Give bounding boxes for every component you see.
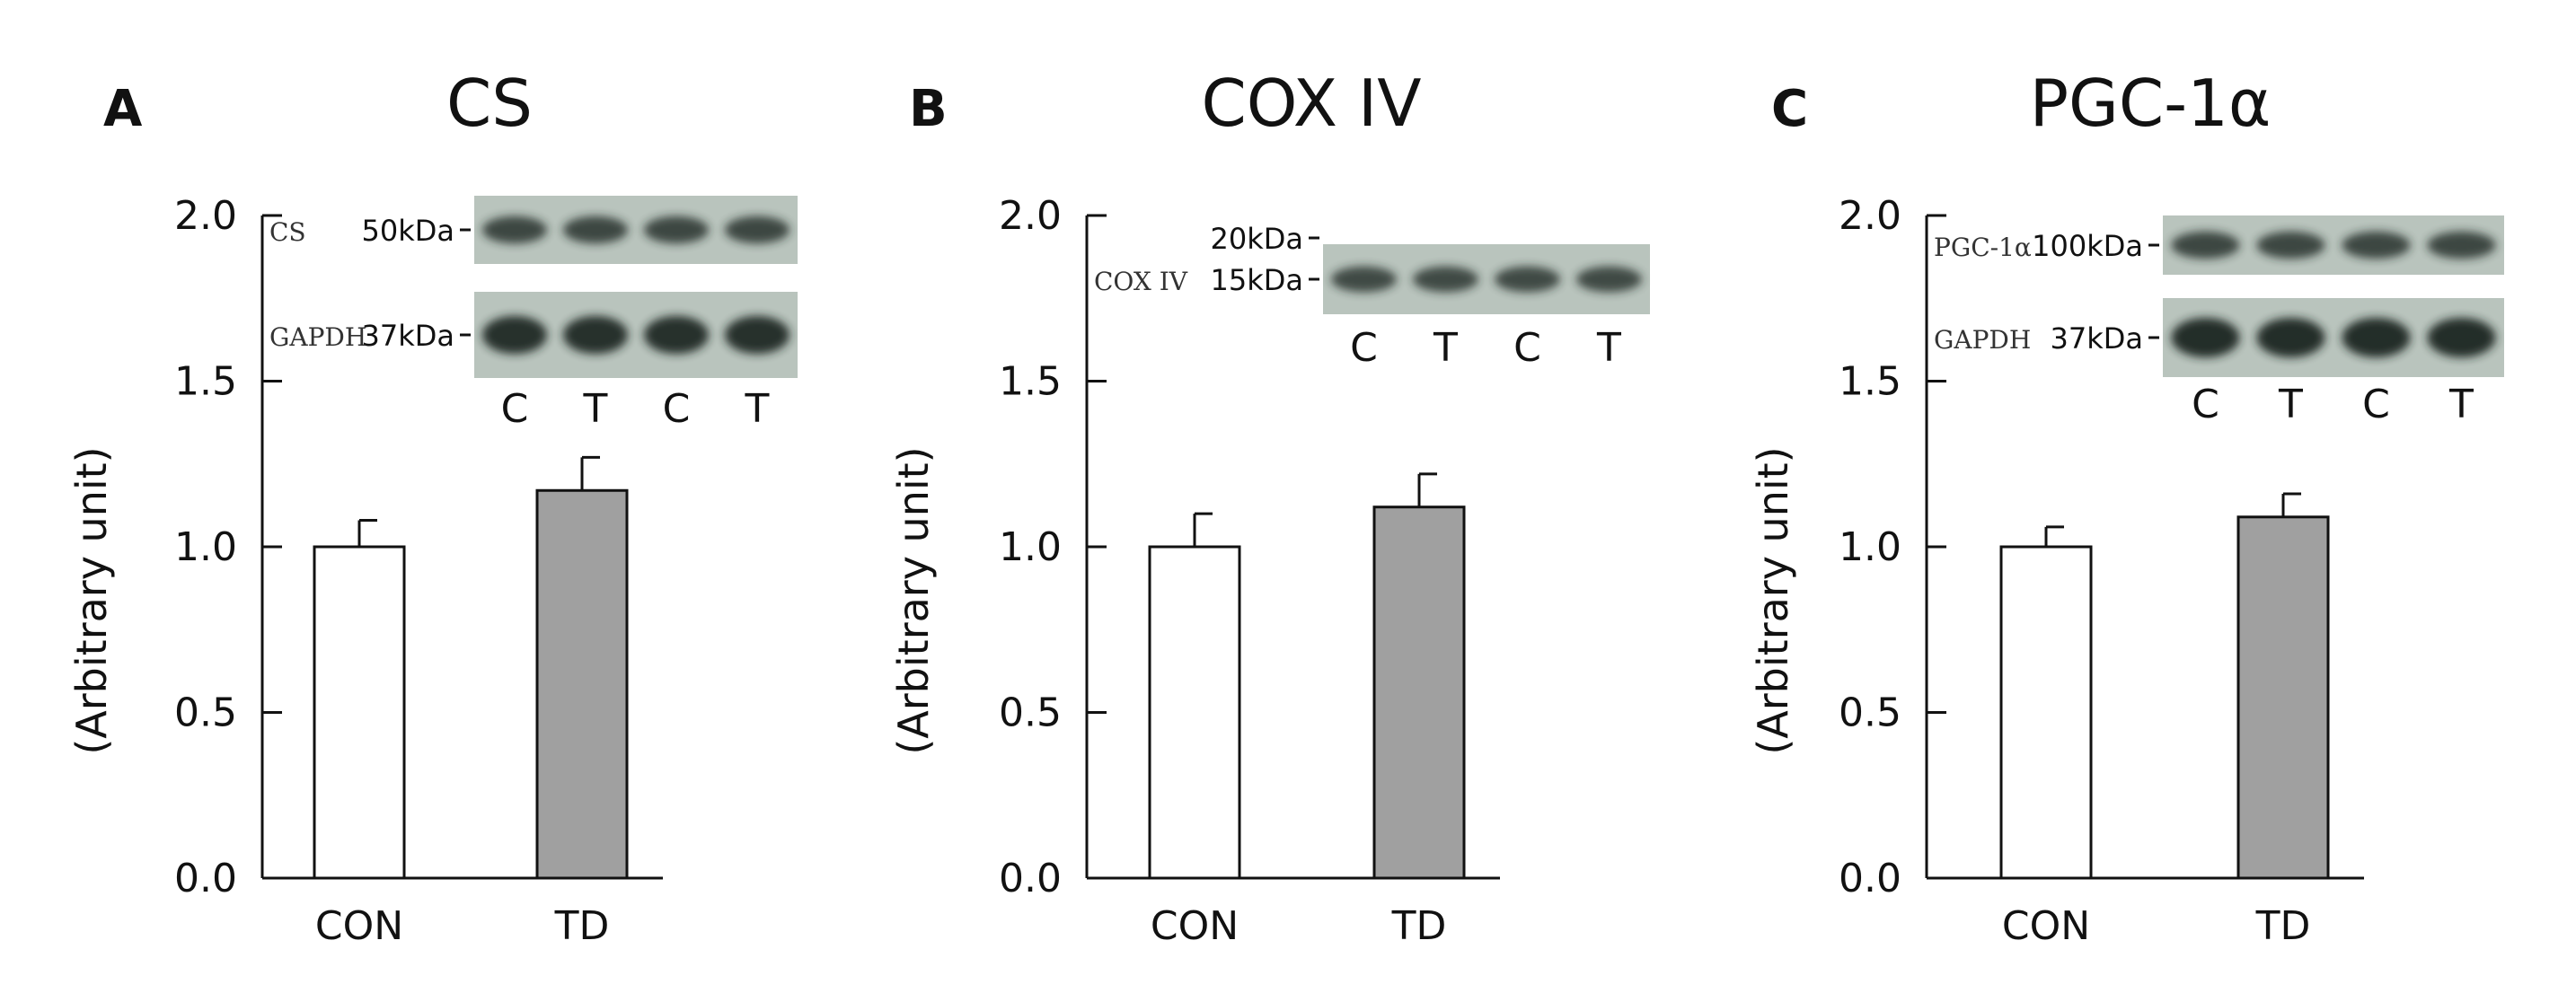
blot-band bbox=[2342, 231, 2411, 259]
blot-band bbox=[2427, 318, 2496, 357]
blot-band bbox=[1413, 266, 1478, 293]
bar-td bbox=[1372, 505, 1466, 880]
blot-band bbox=[482, 215, 547, 244]
y-tick-label: 0.0 bbox=[999, 856, 1062, 901]
lane-label: C bbox=[663, 386, 691, 432]
lane-label: T bbox=[1433, 325, 1458, 371]
bar-con bbox=[1999, 545, 2093, 880]
y-tick-label: 0.0 bbox=[1839, 856, 1901, 901]
y-tick-label: 2.0 bbox=[174, 193, 237, 239]
marker-label: 15kDa bbox=[1211, 263, 1304, 297]
y-tick-label: 1.5 bbox=[174, 359, 237, 405]
category-label: TD bbox=[1391, 903, 1447, 949]
blot-band bbox=[563, 315, 628, 355]
bar-con bbox=[1148, 545, 1241, 880]
y-tick-label: 0.5 bbox=[1839, 690, 1901, 736]
category-label: CON bbox=[315, 903, 403, 949]
y-tick-label: 2.0 bbox=[1839, 193, 1901, 239]
marker-label: 20kDa bbox=[1211, 222, 1304, 256]
panel-title: COX IV bbox=[1201, 66, 1421, 141]
y-tick-label: 0.0 bbox=[174, 856, 237, 901]
panel-title: CS bbox=[446, 66, 533, 141]
marker-label: 50kDa bbox=[362, 214, 455, 248]
blot-band bbox=[1331, 266, 1397, 293]
blot-band bbox=[1576, 266, 1642, 293]
panel-letter: B bbox=[909, 80, 948, 138]
y-tick-label: 1.0 bbox=[999, 524, 1062, 570]
blot-band bbox=[725, 315, 790, 355]
blot-band bbox=[644, 315, 709, 355]
marker-label: 100kDa bbox=[2032, 229, 2143, 263]
lane-label: C bbox=[1513, 325, 1541, 371]
bar-td bbox=[2236, 515, 2330, 880]
blot-band bbox=[2342, 318, 2411, 357]
lane-label: T bbox=[2448, 382, 2474, 427]
blot-band bbox=[2256, 318, 2325, 357]
lane-label: T bbox=[2278, 382, 2303, 427]
blot-band bbox=[725, 215, 790, 244]
y-tick-label: 0.5 bbox=[999, 690, 1062, 736]
panel-title: PGC-1α bbox=[2030, 66, 2272, 141]
blot-band bbox=[2171, 231, 2240, 259]
lane-label: C bbox=[2362, 382, 2390, 427]
lane-label: C bbox=[2192, 382, 2219, 427]
lane-label: C bbox=[501, 386, 529, 432]
y-tick-label: 1.0 bbox=[174, 524, 237, 570]
blot-band bbox=[482, 315, 547, 355]
category-label: TD bbox=[554, 903, 610, 949]
y-axis-label: (Arbitrary unit) bbox=[889, 446, 938, 754]
blot-band bbox=[563, 215, 628, 244]
protein-label: GAPDH bbox=[1934, 325, 2031, 355]
y-tick-label: 1.5 bbox=[1839, 359, 1901, 405]
lane-label: T bbox=[745, 386, 770, 432]
lane-label: T bbox=[583, 386, 608, 432]
category-label: TD bbox=[2255, 903, 2311, 949]
blot-band bbox=[2171, 318, 2240, 357]
protein-label: CS bbox=[269, 217, 306, 247]
panel-letter: A bbox=[103, 80, 143, 138]
marker-label: 37kDa bbox=[2051, 321, 2144, 356]
panel-a: A CS 0.0 0.5 1.0 1.5 2.0 (Arbitrary unit) CON TD 5… bbox=[67, 66, 798, 949]
protein-label: PGC-1α bbox=[1934, 233, 2032, 262]
blot-band bbox=[2256, 231, 2325, 259]
y-tick-label: 1.0 bbox=[1839, 524, 1901, 570]
category-label: CON bbox=[1151, 903, 1239, 949]
y-tick-label: 0.5 bbox=[174, 690, 237, 736]
bar-con bbox=[313, 545, 406, 880]
panel-c: C PGC-1α 0.0 0.5 1.0 1.5 2.0 (Arbitrary unit) CO… bbox=[1749, 66, 2504, 949]
lane-label: T bbox=[1596, 325, 1621, 371]
bar-td bbox=[535, 488, 629, 880]
y-axis-label: (Arbitrary unit) bbox=[67, 446, 116, 754]
protein-label: GAPDH bbox=[269, 322, 366, 352]
y-axis-label: (Arbitrary unit) bbox=[1749, 446, 1797, 754]
blot-band bbox=[2427, 231, 2496, 259]
y-tick-label: 2.0 bbox=[999, 193, 1062, 239]
blot-band bbox=[1495, 266, 1560, 293]
blot-band bbox=[644, 215, 709, 244]
y-tick-label: 1.5 bbox=[999, 359, 1062, 405]
protein-label: COX IV bbox=[1094, 267, 1188, 296]
category-label: CON bbox=[2002, 903, 2090, 949]
panel-letter: C bbox=[1771, 80, 1808, 138]
lane-label: C bbox=[1350, 325, 1378, 371]
marker-label: 37kDa bbox=[362, 319, 455, 353]
western-blot-inset: 20kDa 15kDa COX IV C T C T bbox=[1094, 222, 1650, 371]
panel-b: B COX IV 0.0 0.5 1.0 1.5 2.0 (Arbitrary unit) CO… bbox=[889, 66, 1650, 949]
